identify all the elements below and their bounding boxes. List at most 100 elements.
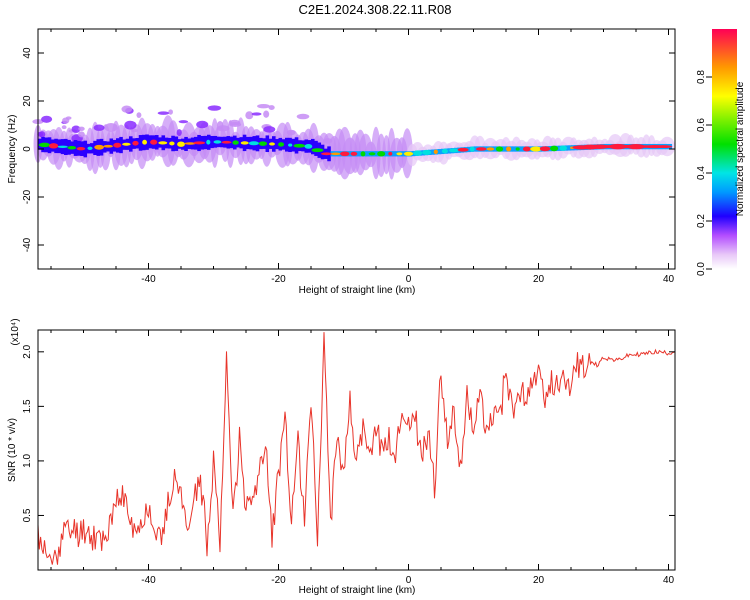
spectrogram-peak [368, 152, 376, 156]
top-y-tick-label: -40 [22, 237, 33, 252]
spectrogram-peak [522, 146, 531, 152]
spectrogram-patch [41, 115, 53, 123]
spectrogram-core [229, 136, 234, 149]
colorbar-tick-label: 0.0 [696, 262, 707, 276]
spectrogram-core [512, 146, 517, 152]
bottom-x-tick-label: -20 [271, 575, 286, 586]
chart-title: C2E1.2024.308.22.11.R08 [298, 2, 452, 17]
spectrogram-peak [413, 150, 423, 156]
spectrogram-peak [486, 147, 495, 151]
spectrogram-core [493, 146, 497, 152]
spectrogram-patch [257, 103, 270, 109]
top-y-tick-label: -20 [22, 189, 33, 204]
spectrogram-patch [168, 109, 173, 115]
spectrogram-peak [469, 146, 475, 152]
spectrogram-core [431, 149, 435, 155]
spectrogram-peak [48, 143, 59, 149]
spectrogram-peak [396, 152, 403, 156]
spectrogram-patch [124, 120, 137, 130]
spectrogram-peak [441, 148, 448, 154]
spectrogram-patch [78, 126, 85, 132]
spectrogram-peak [132, 140, 139, 146]
spectrogram-peak [269, 142, 275, 146]
spectrogram-peak [559, 145, 568, 151]
bottom-plot-frame [37, 329, 676, 571]
spectrogram-peak [403, 151, 414, 156]
spectrogram-core [265, 135, 270, 153]
spectrogram-patch [323, 138, 333, 144]
spectrogram-peak [158, 141, 168, 145]
spectrogram-patch [130, 128, 138, 133]
spectrogram-patch [62, 117, 70, 124]
spectrogram-core [275, 139, 279, 150]
colorbar-tick-label: 0.8 [696, 70, 707, 84]
spectrogram-patch [178, 120, 189, 124]
spectrogram-core [210, 135, 214, 149]
spectrogram-patch [176, 129, 182, 136]
spectrogram-patch [268, 105, 275, 110]
spectrogram-peak [57, 145, 68, 149]
spectrogram-core [392, 151, 396, 157]
spectrogram-core [473, 146, 478, 152]
spectrogram-core [203, 135, 208, 150]
spectrogram-patch [296, 113, 310, 120]
spectrogram-peak [206, 139, 211, 145]
spectrogram-patch [39, 131, 46, 138]
colorbar-tick-label: 0.6 [696, 118, 707, 132]
spectrogram-peak [38, 142, 51, 148]
spectrogram-peak [449, 148, 459, 153]
spectrogram-patch [104, 123, 118, 132]
spectrogram-patch [61, 125, 67, 130]
spectrogram-peak [293, 143, 306, 148]
spectrogram-core [402, 151, 406, 157]
spectrogram-patch [251, 112, 262, 116]
spectrogram-core [285, 137, 289, 152]
bottom-axes: -40 -20 0 20 40 0.5 1.0 1.5 2.0 [22, 330, 675, 586]
spectrogram-peak [476, 147, 487, 151]
spectrogram-core [174, 136, 179, 151]
bottom-y-axis-label: SNR (10 * v/v) [7, 418, 18, 482]
spectrogram-peak [360, 151, 366, 157]
spectrogram-peak [87, 146, 93, 150]
spectrogram-peak [221, 140, 232, 144]
spectrogram-patch [136, 112, 142, 118]
spectrogram-patch [245, 111, 254, 120]
spectrogram-core [291, 138, 296, 152]
spectrogram-core [567, 145, 572, 151]
top-axes: -40 -20 0 20 40 -40 -20 0 20 40 [22, 29, 675, 285]
spectrogram-peak [388, 151, 393, 156]
spectrogram-peak [113, 142, 122, 148]
spectrogram-peak [232, 140, 239, 145]
bottom-x-tick-label: -40 [141, 575, 156, 586]
spectrogram-patch [263, 110, 270, 118]
spectrogram-patch [286, 129, 296, 136]
top-x-tick-label: -40 [141, 274, 156, 285]
spectrogram-peak [457, 147, 469, 152]
spectrogram-peak [169, 141, 175, 146]
top-x-tick-label: 40 [663, 274, 675, 285]
spectrogram-peak [103, 144, 113, 148]
spectrogram-peak [304, 144, 313, 149]
spectrogram-patch [229, 121, 242, 128]
top-x-tick-label: -20 [271, 274, 286, 285]
spectrogram-peak [627, 143, 645, 150]
spectrogram-core [129, 136, 133, 152]
spectrogram-peak [94, 144, 104, 150]
spectrogram-peak [278, 142, 285, 147]
spectrogram-peak [550, 145, 559, 152]
spectrogram-patch [78, 131, 85, 138]
spectrogram-peak [530, 146, 542, 152]
colorbar-tick-label: 0.2 [696, 214, 707, 228]
spectrogram-peak [422, 149, 432, 155]
spectrogram-peak [177, 141, 185, 147]
spectrogram-core [138, 135, 143, 151]
spectrogram-peak [240, 141, 249, 145]
spectrogram-core [385, 151, 390, 157]
spectrogram-peak [288, 143, 293, 147]
spectrogram-patch [216, 125, 230, 132]
colorbar-tick-label: 0.4 [696, 166, 707, 180]
colorbar-label: Normalized spectral amplitude [735, 81, 746, 216]
top-x-tick-label: 20 [533, 274, 545, 285]
bottom-y-tick-label: 2.0 [22, 344, 33, 358]
